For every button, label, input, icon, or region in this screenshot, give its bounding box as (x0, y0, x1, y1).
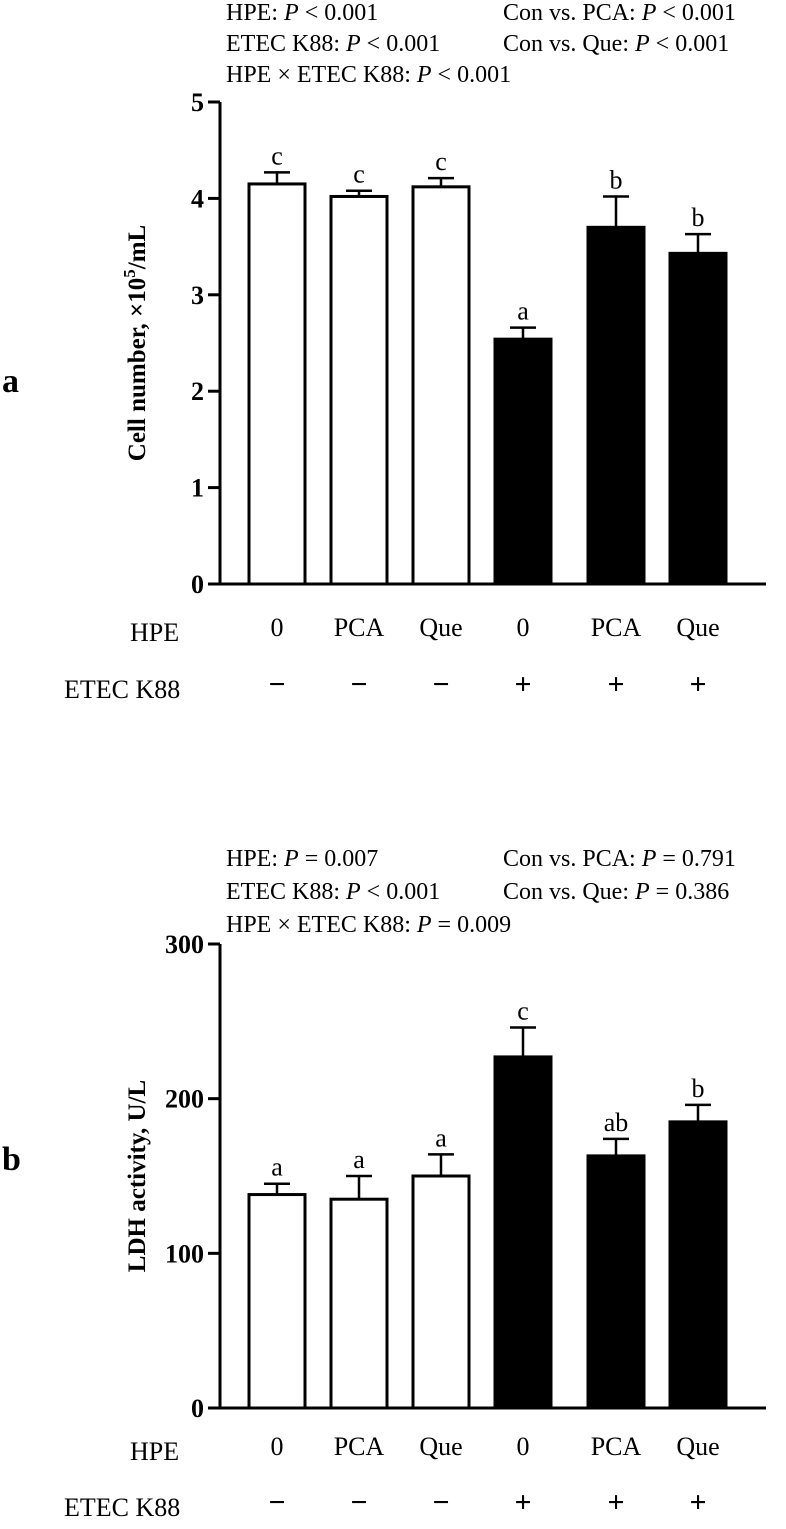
x-category-label: 0 (271, 1432, 284, 1461)
bar (668, 251, 728, 586)
stat-text: HPE: P < 0.001 (226, 0, 378, 26)
panel-a-chart: HPE: P < 0.001 Con vs. PCA: P < 0.001 ETEC… (2, 0, 766, 704)
x-category-label: 0 (517, 613, 530, 642)
etec-sign: − (268, 668, 285, 701)
stat-text: HPE × ETEC K88: P < 0.001 (226, 62, 511, 88)
significance-letter: b (692, 1074, 705, 1103)
stat-text: ETEC K88: P < 0.001 (226, 879, 440, 905)
stat-text: ETEC K88: P < 0.001 (226, 31, 440, 57)
etec-sign: − (350, 668, 367, 701)
bar (329, 194, 389, 586)
panel-label: b (2, 1141, 21, 1178)
panel-label: a (2, 363, 19, 400)
bar (493, 1055, 553, 1410)
etec-row-label: ETEC K88 (64, 675, 180, 704)
significance-letter: b (610, 165, 623, 194)
y-tick-label: 4 (191, 184, 204, 213)
y-tick-label: 100 (165, 1239, 204, 1268)
bar (411, 1174, 471, 1410)
significance-letter: a (271, 1153, 283, 1182)
bar (247, 1193, 307, 1410)
significance-letter: c (271, 141, 283, 170)
bar (668, 1120, 728, 1410)
y-axis-label: Cell number, ×105/mL (120, 225, 151, 461)
stat-text: Con vs. Que: P < 0.001 (503, 31, 729, 57)
significance-letter: a (517, 297, 529, 326)
y-tick-label: 1 (191, 474, 204, 503)
y-axis-label: LDH activity, U/L (124, 1080, 151, 1272)
etec-sign: − (432, 1486, 449, 1519)
etec-sign: − (268, 1486, 285, 1519)
stat-text: HPE × ETEC K88: P = 0.009 (226, 912, 511, 938)
significance-letter: a (435, 1123, 447, 1152)
y-tick-label: 0 (191, 570, 204, 599)
panel-b-chart: HPE: P = 0.007 Con vs. PCA: P = 0.791 ETEC… (2, 846, 766, 1522)
x-category-label: Que (676, 613, 719, 642)
stat-text: HPE: P = 0.007 (226, 846, 378, 872)
bar (586, 225, 646, 586)
significance-letter: c (435, 147, 447, 176)
x-category-label: PCA (334, 1432, 385, 1461)
etec-sign: − (432, 668, 449, 701)
significance-letter: c (353, 160, 365, 189)
etec-sign: − (350, 1486, 367, 1519)
etec-sign: + (607, 668, 624, 701)
bar (493, 337, 553, 586)
etec-sign: + (689, 668, 706, 701)
x-category-label: Que (419, 1432, 462, 1461)
y-tick-label: 200 (165, 1085, 204, 1114)
significance-letter: a (353, 1145, 365, 1174)
y-tick-label: 2 (191, 377, 204, 406)
etec-sign: + (514, 668, 531, 701)
x-category-label: 0 (517, 1432, 530, 1461)
significance-letter: ab (604, 1108, 629, 1137)
x-category-label: PCA (591, 613, 642, 642)
stat-text: Con vs. PCA: P = 0.791 (503, 846, 736, 872)
etec-sign: + (689, 1486, 706, 1519)
significance-letter: c (517, 997, 529, 1026)
hpe-row-label: HPE (130, 1437, 179, 1466)
bar (247, 182, 307, 586)
x-category-label: Que (676, 1432, 719, 1461)
bar (586, 1154, 646, 1410)
bar (411, 185, 471, 586)
stat-text: Con vs. Que: P = 0.386 (503, 879, 729, 905)
etec-sign: + (514, 1486, 531, 1519)
y-tick-label: 3 (191, 281, 204, 310)
x-category-label: PCA (334, 613, 385, 642)
etec-row-label: ETEC K88 (64, 1493, 180, 1522)
x-category-label: Que (419, 613, 462, 642)
x-category-label: 0 (271, 613, 284, 642)
y-tick-label: 5 (191, 88, 204, 117)
bar (329, 1197, 389, 1410)
significance-letter: b (692, 203, 705, 232)
etec-sign: + (607, 1486, 624, 1519)
y-tick-label: 0 (191, 1394, 204, 1423)
y-tick-label: 300 (165, 930, 204, 959)
x-category-label: PCA (591, 1432, 642, 1461)
stat-text: Con vs. PCA: P < 0.001 (503, 0, 736, 26)
hpe-row-label: HPE (130, 618, 179, 647)
